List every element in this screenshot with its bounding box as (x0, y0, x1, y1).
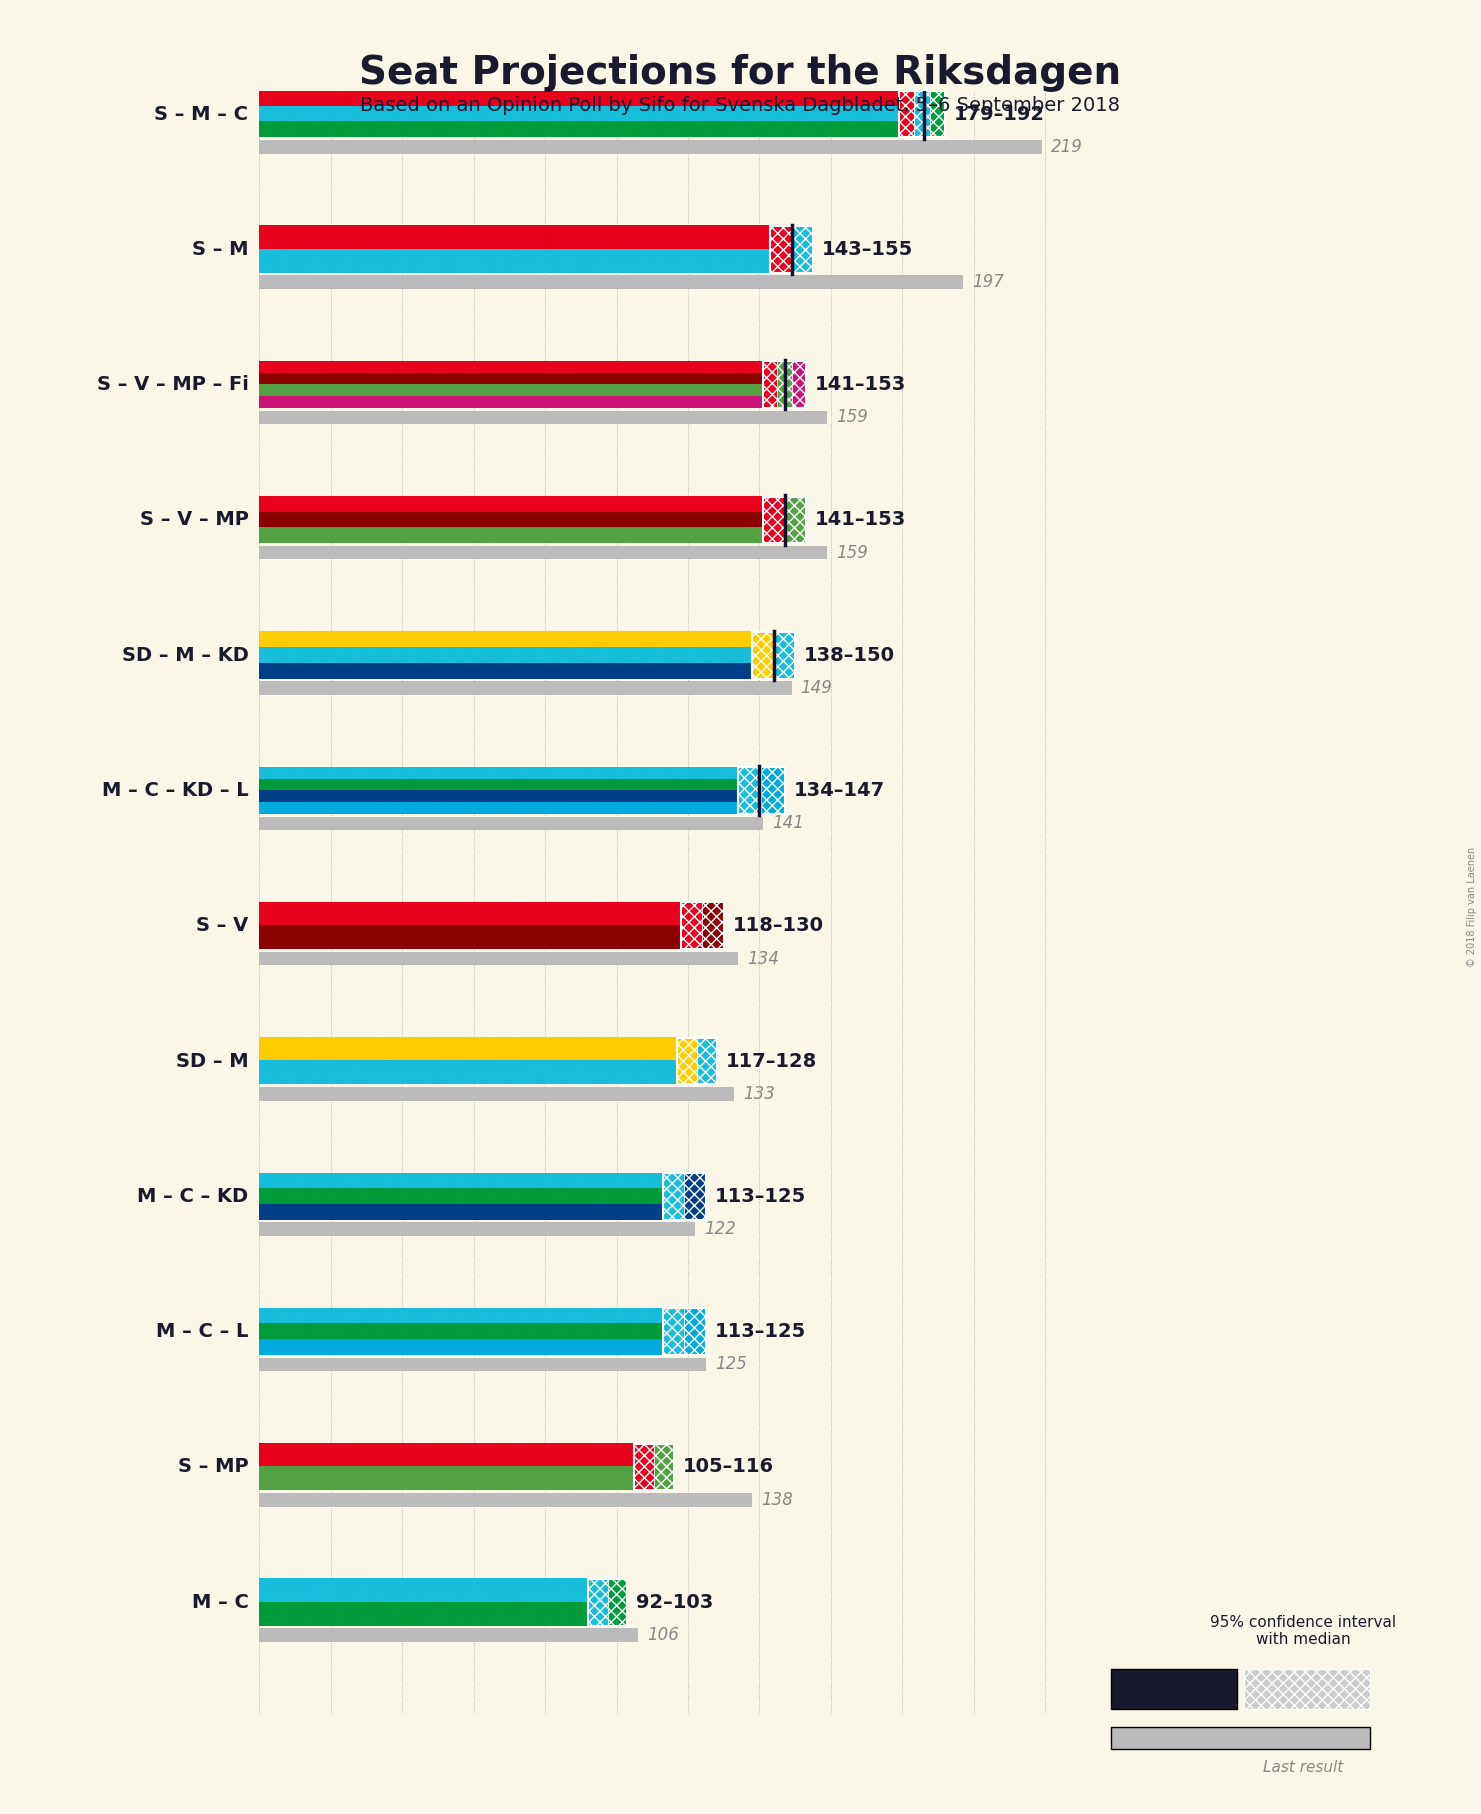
Bar (681, 902, 702, 949)
Text: 105–116: 105–116 (683, 1457, 773, 1477)
Bar (770, 227, 792, 272)
Text: 106: 106 (647, 1625, 678, 1643)
Text: 134: 134 (746, 949, 779, 967)
Text: M – C – KD – L: M – C – KD – L (102, 782, 249, 800)
Text: 138–150: 138–150 (804, 646, 895, 664)
Bar (588, 1578, 607, 1625)
Bar (899, 91, 914, 138)
Bar (773, 631, 795, 678)
Bar (259, 1223, 695, 1235)
Text: Seat Projections for the Riksdagen: Seat Projections for the Riksdagen (360, 54, 1121, 93)
Bar (763, 361, 778, 408)
Bar (663, 1174, 684, 1219)
Bar (778, 361, 792, 408)
Text: 113–125: 113–125 (715, 1322, 806, 1341)
Text: 159: 159 (837, 408, 868, 426)
Text: 141: 141 (772, 814, 804, 833)
Bar (663, 1174, 706, 1219)
Bar (677, 1038, 698, 1085)
Bar (738, 767, 785, 814)
Text: 133: 133 (743, 1085, 775, 1103)
Text: 197: 197 (972, 274, 1004, 290)
Bar (259, 682, 792, 695)
Text: 149: 149 (801, 678, 832, 697)
Text: SD – M – KD: SD – M – KD (121, 646, 249, 664)
Text: 141–153: 141–153 (815, 375, 906, 394)
Bar (259, 1087, 735, 1101)
Bar (792, 227, 813, 272)
Bar (702, 902, 724, 949)
Text: S – V – MP – Fi: S – V – MP – Fi (96, 375, 249, 394)
Text: 125: 125 (715, 1355, 746, 1373)
Text: 134–147: 134–147 (794, 782, 884, 800)
Text: 122: 122 (703, 1221, 736, 1239)
Bar (588, 1578, 628, 1625)
Bar (259, 546, 828, 559)
Bar (785, 497, 806, 542)
Bar (259, 410, 828, 424)
Text: Last result: Last result (1263, 1760, 1343, 1774)
Text: S – MP: S – MP (178, 1457, 249, 1477)
Bar (259, 1493, 752, 1507)
Bar (259, 816, 763, 831)
Text: 95% confidence interval
with median: 95% confidence interval with median (1210, 1614, 1397, 1647)
Bar (681, 902, 724, 949)
Bar (634, 1444, 674, 1491)
Text: S – M: S – M (193, 239, 249, 259)
Bar (634, 1444, 655, 1491)
Bar (738, 767, 761, 814)
Text: 92–103: 92–103 (637, 1593, 714, 1613)
Text: S – V – MP: S – V – MP (139, 510, 249, 530)
Bar (761, 767, 785, 814)
Text: 159: 159 (837, 544, 868, 562)
Text: S – M – C: S – M – C (154, 105, 249, 123)
Text: M – C – L: M – C – L (156, 1322, 249, 1341)
Text: 141–153: 141–153 (815, 510, 906, 530)
Bar (677, 1038, 717, 1085)
Bar (663, 1308, 684, 1355)
Bar (763, 497, 785, 542)
Text: © 2018 Filip van Laenen: © 2018 Filip van Laenen (1466, 847, 1477, 967)
Text: Based on an Opinion Poll by Sifo for Svenska Dagbladet, 5–6 September 2018: Based on an Opinion Poll by Sifo for Sve… (360, 96, 1121, 114)
Bar (930, 91, 945, 138)
Text: 117–128: 117–128 (726, 1052, 818, 1070)
Text: 179–192: 179–192 (954, 105, 1046, 123)
Text: SD – M: SD – M (176, 1052, 249, 1070)
Bar (684, 1174, 706, 1219)
Text: M – C: M – C (191, 1593, 249, 1613)
Bar (752, 631, 773, 678)
Bar (698, 1038, 717, 1085)
Text: 138: 138 (761, 1491, 794, 1509)
Bar (763, 361, 806, 408)
Bar (259, 952, 738, 965)
Bar (259, 140, 1041, 154)
Bar (663, 1308, 706, 1355)
Text: 143–155: 143–155 (822, 239, 914, 259)
Text: 118–130: 118–130 (733, 916, 823, 936)
Bar (259, 1629, 638, 1642)
Bar (914, 91, 930, 138)
Text: M – C – KD: M – C – KD (138, 1186, 249, 1206)
Bar (655, 1444, 674, 1491)
Bar (259, 276, 963, 288)
Bar (259, 1357, 706, 1371)
Bar (792, 361, 806, 408)
Bar (899, 91, 945, 138)
Bar (684, 1308, 706, 1355)
Bar (763, 497, 806, 542)
Bar (607, 1578, 628, 1625)
Bar (752, 631, 795, 678)
Bar (770, 227, 813, 272)
Text: 113–125: 113–125 (715, 1186, 806, 1206)
Text: 219: 219 (1050, 138, 1083, 156)
Text: S – V: S – V (195, 916, 249, 936)
